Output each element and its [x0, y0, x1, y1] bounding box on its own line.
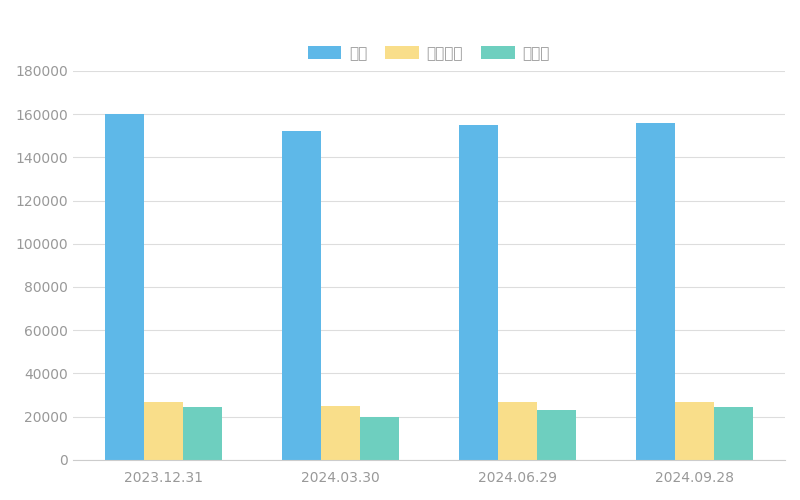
- Bar: [636, 122, 674, 460]
- Bar: [459, 125, 498, 460]
- Bar: [321, 406, 360, 460]
- Bar: [282, 132, 321, 460]
- Bar: [674, 402, 714, 460]
- Bar: [714, 407, 753, 460]
- Bar: [537, 410, 576, 460]
- Bar: [498, 402, 537, 460]
- Bar: [144, 402, 183, 460]
- Legend: 매출, 영업이익, 순이익: 매출, 영업이익, 순이익: [302, 40, 556, 67]
- Bar: [183, 407, 222, 460]
- Bar: [360, 416, 398, 460]
- Bar: [105, 114, 144, 460]
